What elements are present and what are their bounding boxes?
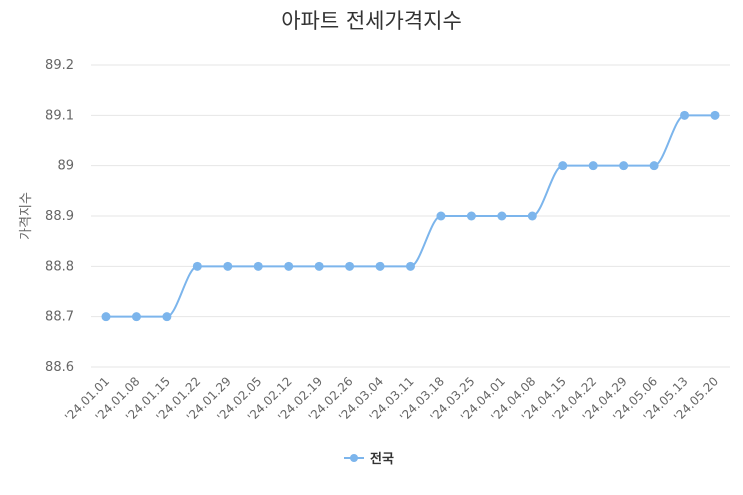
data-point[interactable] bbox=[131, 312, 141, 322]
legend-dot-marker bbox=[350, 454, 358, 462]
data-point[interactable] bbox=[558, 161, 568, 171]
data-point[interactable] bbox=[406, 261, 415, 271]
data-point[interactable] bbox=[375, 261, 385, 271]
data-point[interactable] bbox=[101, 312, 111, 322]
y-axis-ticks: 88.6 88.7 88.8 88.9 89 89.1 89.2 bbox=[45, 58, 74, 375]
data-point[interactable] bbox=[619, 161, 629, 171]
data-point[interactable] bbox=[527, 211, 537, 221]
y-tick-label: 89.1 bbox=[45, 108, 74, 123]
legend-label-series[interactable]: 전국 bbox=[370, 451, 394, 467]
data-point[interactable] bbox=[345, 261, 355, 271]
chart-title: 아파트 전세가격지수 bbox=[281, 9, 462, 33]
data-point[interactable] bbox=[284, 261, 294, 271]
data-point[interactable] bbox=[649, 161, 659, 171]
x-axis-ticks: '24.01.01'24.01.08'24.01.15'24.01.22'24.… bbox=[62, 374, 721, 424]
data-point[interactable] bbox=[710, 110, 720, 120]
data-point[interactable] bbox=[223, 261, 233, 271]
y-tick-label: 88.8 bbox=[45, 259, 74, 274]
y-tick-label: 88.7 bbox=[45, 310, 74, 325]
y-tick-label: 88.6 bbox=[45, 360, 74, 375]
data-point[interactable] bbox=[192, 261, 202, 271]
data-point[interactable] bbox=[466, 211, 476, 221]
data-point[interactable] bbox=[588, 161, 598, 171]
y-tick-label: 89.2 bbox=[45, 58, 74, 73]
data-point[interactable] bbox=[436, 211, 446, 221]
y-tick-label: 88.9 bbox=[45, 209, 74, 224]
legend[interactable]: 전국 bbox=[344, 451, 394, 467]
series-layer bbox=[101, 110, 720, 322]
data-point[interactable] bbox=[497, 211, 507, 221]
grid-lines bbox=[91, 64, 730, 368]
data-point[interactable] bbox=[253, 261, 263, 271]
y-axis-label: 가격지수 bbox=[19, 192, 34, 240]
y-tick-label: 89 bbox=[57, 159, 74, 174]
data-point[interactable] bbox=[314, 261, 324, 271]
data-point[interactable] bbox=[162, 312, 172, 322]
data-point[interactable] bbox=[680, 110, 690, 120]
